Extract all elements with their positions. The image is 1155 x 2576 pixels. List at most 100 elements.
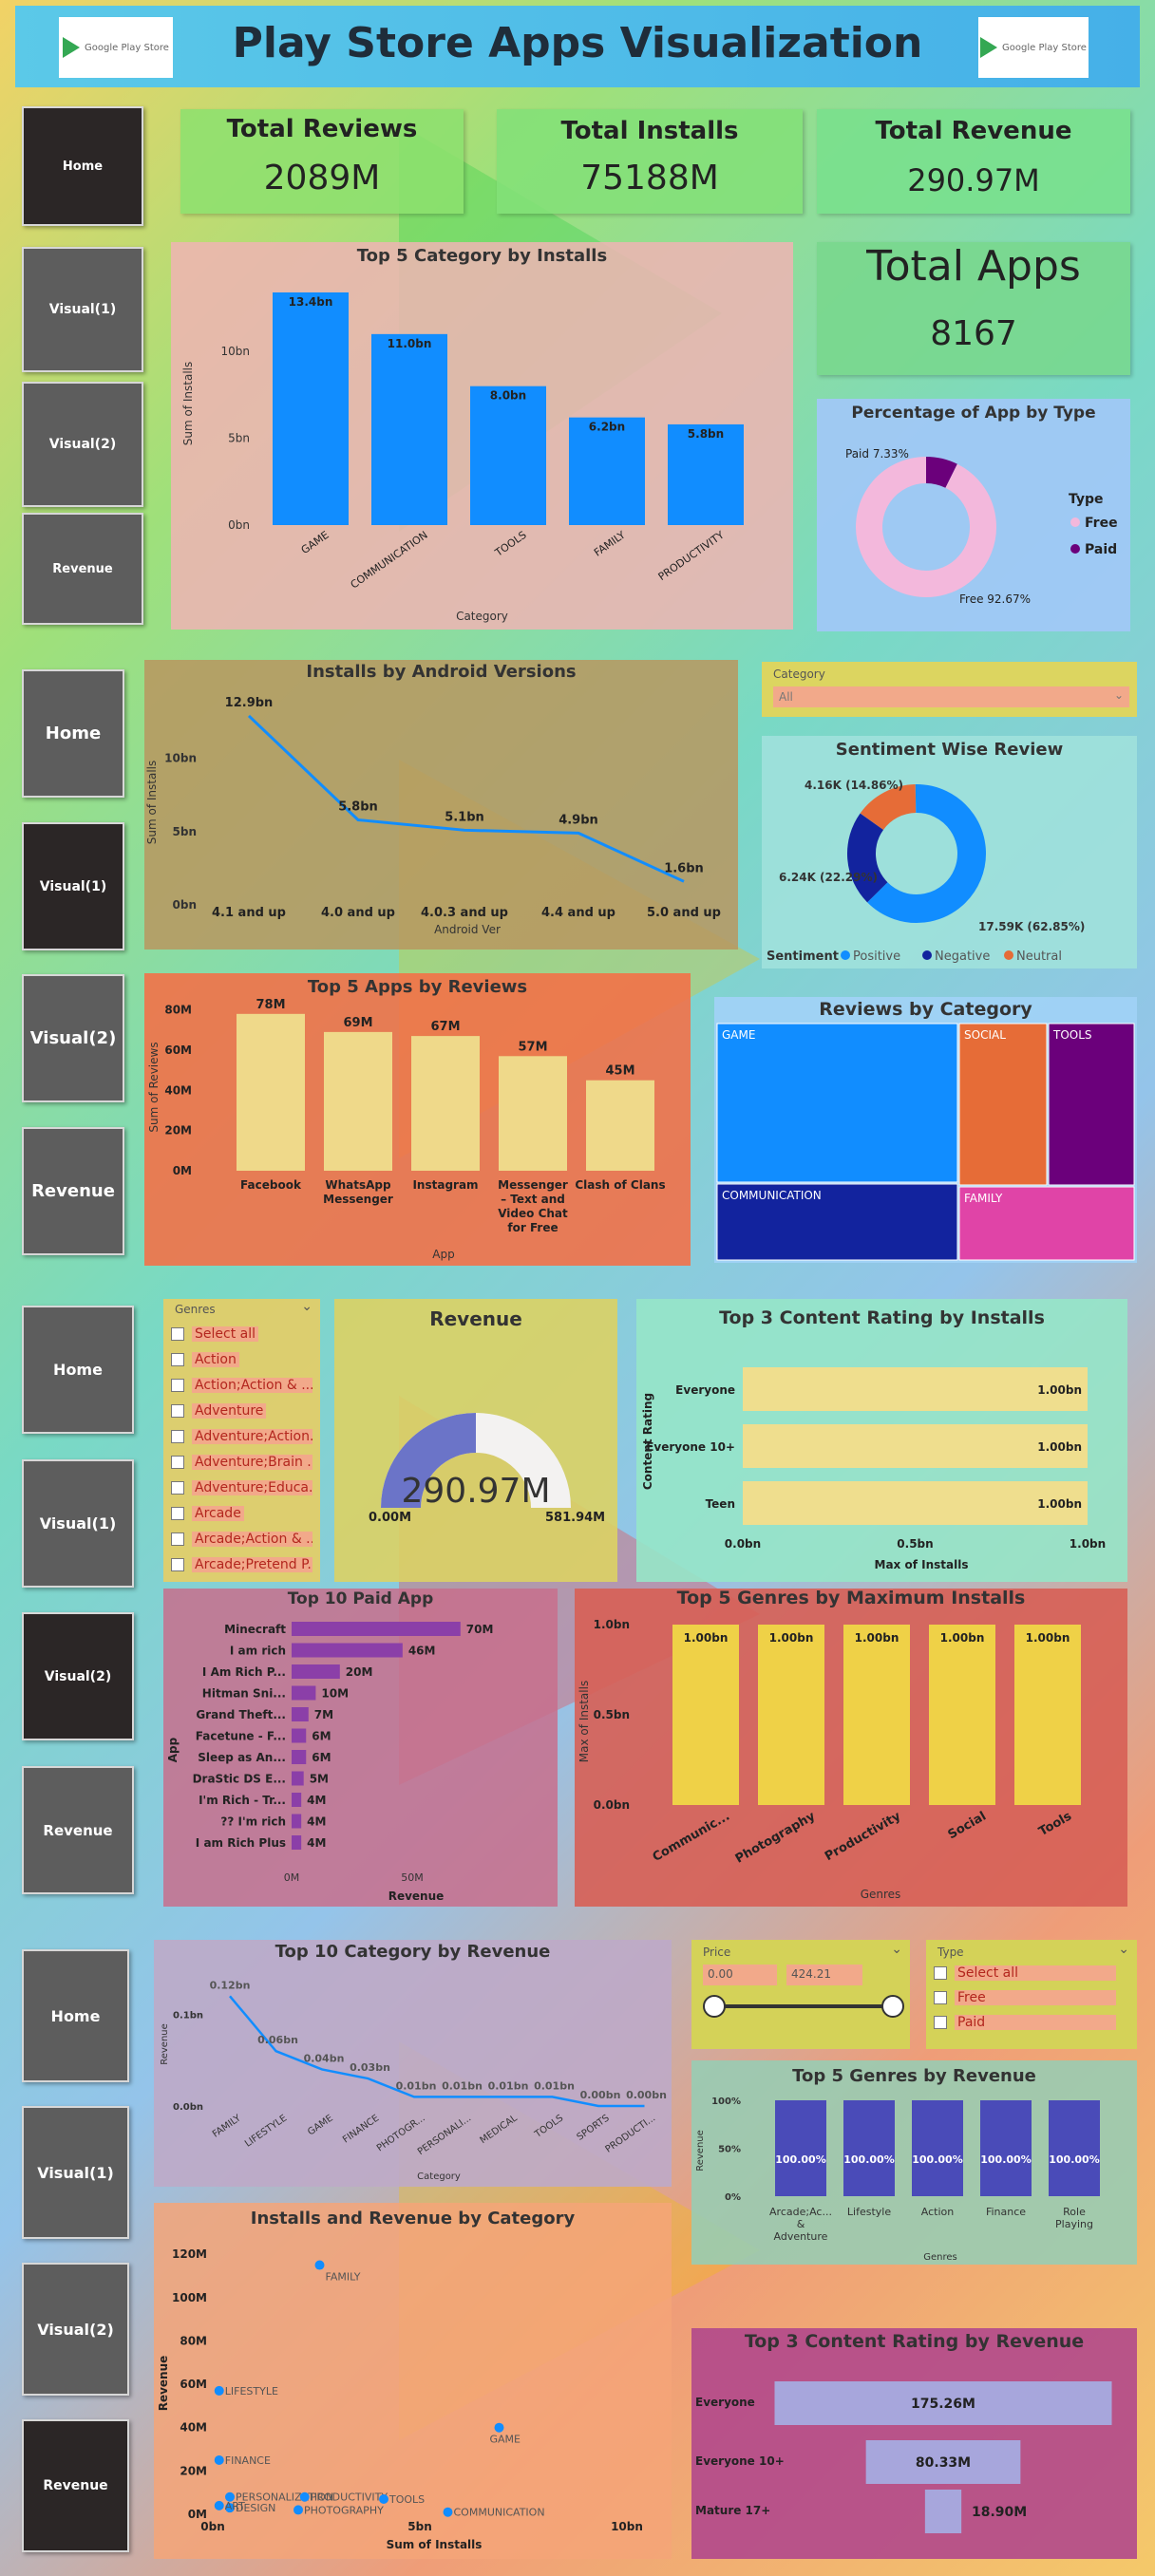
- type-option[interactable]: Select all: [934, 1963, 1129, 1984]
- data-label: 45M: [605, 1064, 634, 1079]
- genre-option[interactable]: Adventure;Educa...: [171, 1477, 312, 1498]
- bar: [470, 385, 546, 525]
- price-min-input[interactable]: 0.00: [703, 1965, 777, 1985]
- chart-svg: Top 5 Genres by Maximum Installs 0.0bn 0.5…: [578, 1589, 1081, 1901]
- nav-home[interactable]: Home: [22, 1949, 129, 2082]
- checkbox[interactable]: [934, 1991, 947, 2004]
- price-slider-min-handle[interactable]: [703, 1995, 726, 2018]
- data-label: 1.00bn: [855, 1631, 899, 1645]
- nav-visual2[interactable]: Visual(2): [22, 1612, 134, 1740]
- data-label: 80.33M: [916, 2455, 971, 2471]
- legend-marker: [922, 950, 932, 960]
- checkbox[interactable]: [171, 1430, 184, 1443]
- data-label: 6M: [312, 1751, 331, 1764]
- genre-option[interactable]: Arcade: [171, 1503, 312, 1524]
- chart-title: Reviews by Category: [819, 999, 1032, 1020]
- data-label: 100.00%: [980, 2153, 1031, 2166]
- data-label: 1.00bn: [1037, 1440, 1082, 1454]
- checkbox[interactable]: [171, 1507, 184, 1520]
- y-tick-label: 0bn: [228, 518, 250, 532]
- chart-svg: Top 5 Genres by Revenue 0% 50% 100% 100.00% A…: [695, 2066, 1100, 2263]
- nav-visual1[interactable]: Visual(1): [22, 2106, 129, 2239]
- category-slicer[interactable]: Category All ⌄: [762, 662, 1137, 717]
- chart-title: Revenue: [429, 1307, 522, 1330]
- nav-home[interactable]: Home: [22, 669, 124, 798]
- scatter-point: [379, 2494, 388, 2505]
- chart-top10-category-revenue: Top 10 Category by Revenue 0.0bn 0.1bn 0.12…: [154, 1940, 672, 2187]
- nav-visual1[interactable]: Visual(1): [22, 247, 143, 372]
- checkbox[interactable]: [171, 1353, 184, 1366]
- bar: [292, 1750, 307, 1764]
- slicer-label: Price: [703, 1946, 731, 1959]
- category-dropdown[interactable]: All ⌄: [773, 686, 1129, 707]
- price-max-input[interactable]: 424.21: [786, 1965, 862, 1985]
- genre-option-label: Action;Action & ...: [192, 1378, 312, 1393]
- kpi-value: 75188M: [580, 159, 719, 197]
- genre-option[interactable]: Adventure;Brain ...: [171, 1452, 312, 1473]
- data-label: 69M: [343, 1016, 372, 1030]
- scatter-point: [494, 2422, 504, 2433]
- y-tick-label: 10bn: [221, 345, 251, 358]
- checkbox[interactable]: [171, 1558, 184, 1571]
- data-label: 0.00bn: [580, 2089, 621, 2101]
- point-label: COMMUNICATION: [454, 2507, 545, 2519]
- checkbox[interactable]: [171, 1481, 184, 1495]
- x-tick-label: 4.1 and up: [212, 906, 286, 920]
- genre-option[interactable]: Adventure: [171, 1401, 312, 1421]
- type-option[interactable]: Paid: [934, 2012, 1129, 2033]
- x-tick-label: COMMUNICATION: [349, 529, 430, 592]
- genre-option[interactable]: Arcade;Pretend P...: [171, 1554, 312, 1575]
- y-axis-label: Sum of Installs: [181, 362, 195, 445]
- checkbox[interactable]: [171, 1379, 184, 1392]
- genre-option[interactable]: Select all: [171, 1324, 312, 1344]
- checkbox[interactable]: [171, 1327, 184, 1341]
- checkbox[interactable]: [171, 1456, 184, 1469]
- type-option-label: Free: [955, 1990, 1116, 2005]
- google-play-logo-left: Google Play Store: [59, 17, 173, 78]
- checkbox[interactable]: [171, 1532, 184, 1546]
- nav-revenue[interactable]: Revenue: [22, 1766, 134, 1894]
- x-axis-label: Sum of Installs: [387, 2538, 483, 2551]
- data-label: 100.00%: [1049, 2153, 1099, 2166]
- genre-option[interactable]: Arcade;Action & ...: [171, 1529, 312, 1550]
- data-label: 12.9bn: [225, 696, 274, 710]
- y-tick-label: 0M: [188, 2508, 207, 2521]
- checkbox[interactable]: [934, 2016, 947, 2029]
- legend-marker: [841, 950, 850, 960]
- price-slider-max-handle[interactable]: [881, 1995, 904, 2018]
- genre-option[interactable]: Adventure;Action...: [171, 1426, 312, 1447]
- type-slicer[interactable]: Type ⌄ Select all Free Paid: [926, 1940, 1137, 2049]
- nav-visual2[interactable]: Visual(2): [22, 2263, 129, 2396]
- chart-app-type-share: Percentage of App by Type Paid 7.33% Free …: [817, 399, 1130, 631]
- nav-visual1[interactable]: Visual(1): [22, 1459, 134, 1588]
- genre-option-label: Adventure;Brain ...: [192, 1455, 312, 1470]
- point-label: TOOLS: [388, 2493, 425, 2506]
- genre-option[interactable]: Action;Action & ...: [171, 1375, 312, 1396]
- nav-visual2[interactable]: Visual(2): [22, 382, 143, 507]
- label-line: for Free: [507, 1221, 558, 1234]
- genre-option[interactable]: Action: [171, 1349, 312, 1370]
- nav-visual1[interactable]: Visual(1): [22, 822, 124, 950]
- checkbox[interactable]: [171, 1404, 184, 1418]
- y-tick-label: 5bn: [228, 432, 250, 445]
- nav-visual2[interactable]: Visual(2): [22, 974, 124, 1102]
- data-label: 1.00bn: [684, 1631, 729, 1645]
- kpi-total-apps: Total Apps 8167: [817, 242, 1130, 375]
- nav-revenue[interactable]: Revenue: [22, 1127, 124, 1255]
- x-tick-label: Arcade;Ac... & Adventure: [769, 2206, 832, 2243]
- type-option[interactable]: Free: [934, 1987, 1129, 2008]
- genre-option-label: Arcade;Action & ...: [192, 1532, 312, 1547]
- genres-slicer[interactable]: Genres ⌄ Select all Action Action;Action &…: [163, 1299, 320, 1582]
- nav-revenue[interactable]: Revenue: [22, 2419, 129, 2552]
- donut-slice: [925, 457, 957, 489]
- bar: [292, 1622, 461, 1636]
- nav-home[interactable]: Home: [22, 1306, 134, 1434]
- checkbox[interactable]: [934, 1966, 947, 1980]
- price-slicer[interactable]: Price ⌄ 0.00 424.21: [691, 1940, 910, 2049]
- nav-home[interactable]: Home: [22, 106, 143, 226]
- x-tick-label: Role Playing: [1055, 2206, 1093, 2230]
- donut-slice: [860, 784, 917, 831]
- nav-revenue[interactable]: Revenue: [22, 513, 143, 625]
- bar: [865, 2440, 1021, 2484]
- chart-svg: Installs and Revenue by Category 0M 20M 40M…: [157, 2209, 643, 2551]
